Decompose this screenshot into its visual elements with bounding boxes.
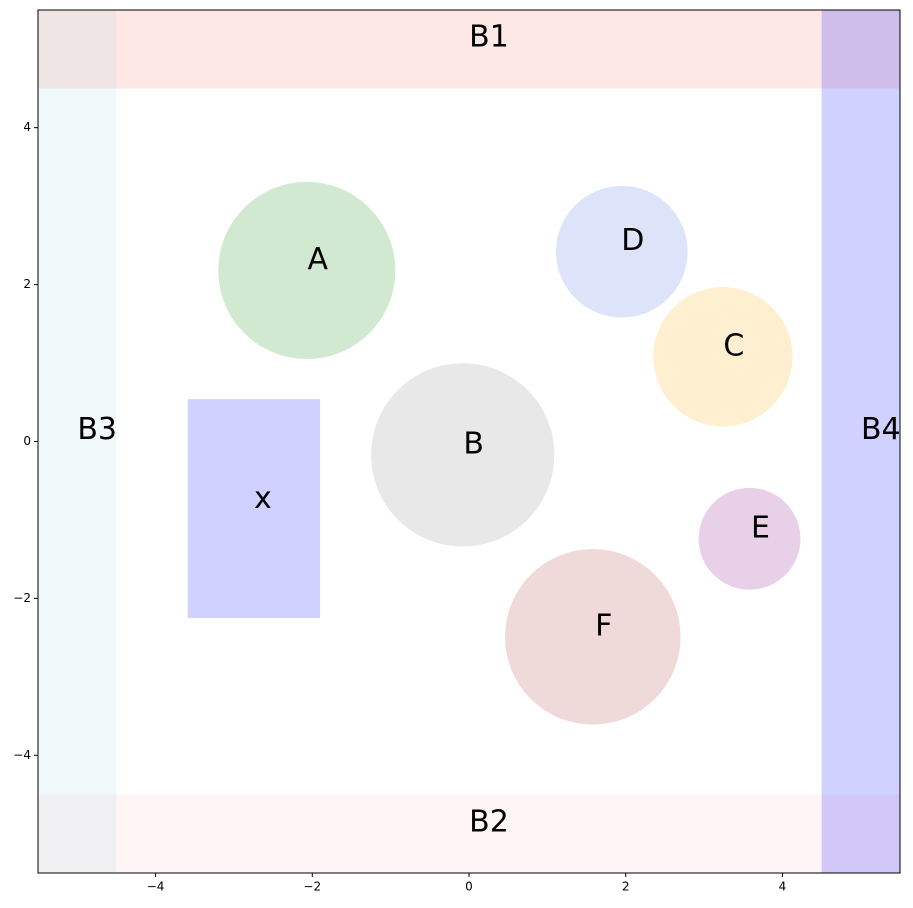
- circle-label: F: [595, 608, 612, 643]
- rect-label: x: [254, 481, 272, 516]
- y-tick-label: 0: [23, 434, 31, 448]
- x-tick-label: 4: [779, 880, 787, 894]
- circle-label: A: [308, 242, 329, 277]
- band: [38, 794, 900, 873]
- band-label: B3: [77, 412, 117, 447]
- y-tick-label: −4: [13, 748, 31, 762]
- circle: [698, 487, 801, 590]
- circle: [555, 185, 688, 318]
- y-tick-label: 4: [23, 120, 31, 134]
- x-tick-label: −4: [147, 880, 165, 894]
- x-tick-label: 2: [622, 880, 630, 894]
- x-tick-label: −2: [303, 880, 321, 894]
- x-tick-label: 0: [465, 880, 473, 894]
- circle-label: B: [463, 426, 484, 461]
- band-label: B4: [861, 412, 901, 447]
- circle: [218, 181, 396, 360]
- rectangle: [187, 399, 321, 619]
- y-tick-label: 2: [23, 277, 31, 291]
- band-label: B1: [469, 20, 509, 55]
- circle-label: E: [751, 510, 770, 545]
- circle: [371, 363, 555, 547]
- circle: [505, 549, 681, 725]
- band: [38, 10, 117, 873]
- band: [821, 10, 900, 873]
- circle-label: D: [621, 223, 644, 258]
- band-label: B2: [469, 804, 509, 839]
- band: [38, 10, 900, 89]
- circle: [653, 287, 793, 427]
- circle-label: C: [723, 328, 744, 363]
- y-tick-label: −2: [13, 591, 31, 605]
